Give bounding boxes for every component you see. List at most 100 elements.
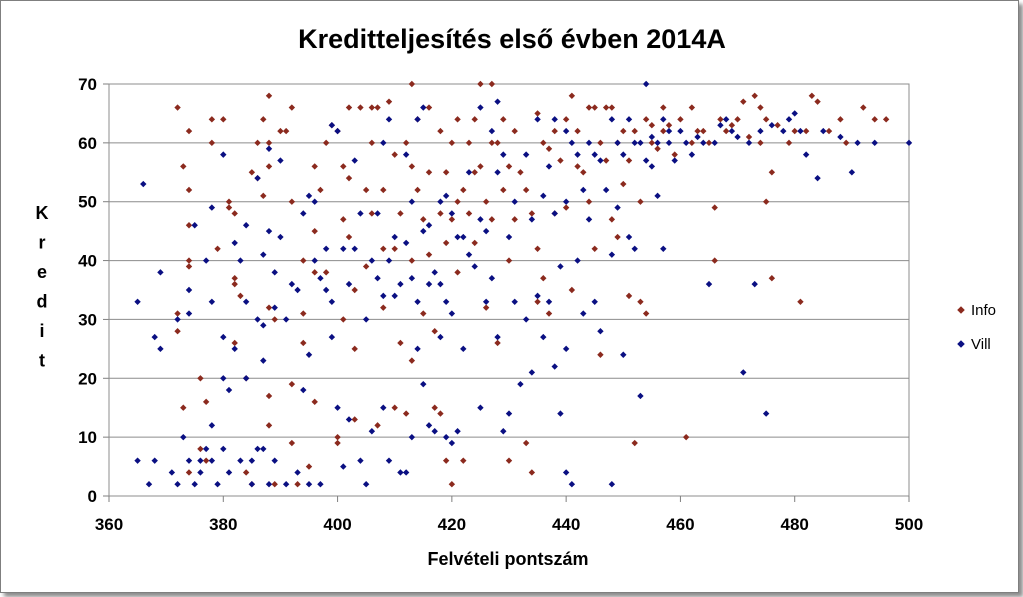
point-vill <box>300 386 307 394</box>
point-vill <box>734 133 741 141</box>
point-info <box>317 186 324 194</box>
x-tick-label: 380 <box>209 515 237 534</box>
legend-marker-info <box>957 306 965 314</box>
point-info <box>808 92 816 99</box>
point-vill <box>277 233 284 241</box>
point-vill <box>340 245 347 252</box>
point-info <box>374 422 381 429</box>
point-info <box>425 104 433 111</box>
point-info <box>517 169 524 176</box>
point-info <box>677 116 684 123</box>
point-info <box>631 439 638 447</box>
point-vill <box>705 280 713 288</box>
point-vill <box>488 127 496 135</box>
point-info <box>362 186 370 194</box>
point-vill <box>608 481 616 488</box>
point-vill <box>802 151 810 158</box>
point-info <box>231 280 238 288</box>
point-vill <box>665 127 673 135</box>
point-vill <box>745 139 753 147</box>
point-vill <box>157 269 164 276</box>
point-vill <box>540 333 547 341</box>
point-vill <box>357 457 364 464</box>
point-info <box>471 169 478 176</box>
point-vill <box>425 280 433 288</box>
point-vill <box>151 333 158 341</box>
point-vill <box>814 174 821 182</box>
point-vill <box>140 180 147 188</box>
point-info <box>174 328 181 335</box>
point-vill <box>265 227 273 235</box>
point-vill <box>494 98 501 105</box>
point-info <box>534 298 541 305</box>
point-vill <box>528 216 536 223</box>
point-info <box>511 127 518 135</box>
point-info <box>448 481 456 488</box>
point-info <box>660 127 667 135</box>
point-info <box>260 192 267 200</box>
point-info <box>214 245 221 252</box>
point-info <box>180 163 187 170</box>
point-info <box>837 116 844 123</box>
point-info <box>265 304 273 311</box>
point-vill <box>660 116 667 123</box>
point-vill <box>271 269 278 276</box>
point-info <box>477 163 484 170</box>
point-info <box>717 116 724 123</box>
point-vill <box>762 410 770 417</box>
point-info <box>202 457 210 464</box>
point-vill <box>322 286 330 294</box>
point-info <box>505 163 513 170</box>
point-vill <box>420 227 427 235</box>
point-info <box>431 328 438 335</box>
point-info <box>397 339 404 347</box>
point-vill <box>265 481 273 488</box>
point-vill <box>591 298 598 305</box>
point-vill <box>437 280 444 288</box>
point-info <box>597 351 604 358</box>
point-vill <box>757 127 764 135</box>
point-info <box>528 210 536 217</box>
point-info <box>465 210 473 217</box>
point-vill <box>671 157 678 164</box>
point-vill <box>557 410 564 417</box>
point-vill <box>551 116 558 123</box>
point-info <box>368 139 376 147</box>
point-info <box>231 275 238 282</box>
point-vill <box>345 416 353 423</box>
point-info <box>185 257 193 264</box>
point-info <box>768 169 776 176</box>
point-vill <box>448 439 456 447</box>
point-vill <box>294 469 301 476</box>
y-tick-label: 40 <box>78 252 97 271</box>
point-vill <box>300 210 307 217</box>
point-info <box>574 163 581 170</box>
point-vill <box>220 151 227 158</box>
point-vill <box>528 369 536 376</box>
point-vill <box>328 333 336 341</box>
point-info <box>340 163 347 170</box>
point-vill <box>265 145 273 152</box>
point-vill <box>580 186 587 194</box>
point-vill <box>477 404 484 411</box>
point-vill <box>294 286 301 294</box>
point-info <box>277 127 284 135</box>
point-vill <box>414 116 421 123</box>
point-info <box>574 127 581 135</box>
point-info <box>842 139 850 147</box>
point-info <box>585 198 593 205</box>
point-vill <box>174 481 181 488</box>
point-vill <box>380 404 387 411</box>
point-vill <box>728 127 736 135</box>
point-info <box>391 404 398 411</box>
point-vill <box>437 333 444 341</box>
legend: Info Vill <box>957 302 996 353</box>
point-vill <box>420 104 427 111</box>
point-vill <box>631 139 638 147</box>
point-info <box>768 275 776 282</box>
point-info <box>322 139 330 147</box>
point-info <box>368 210 376 217</box>
point-vill <box>317 275 324 282</box>
point-info <box>785 139 793 147</box>
